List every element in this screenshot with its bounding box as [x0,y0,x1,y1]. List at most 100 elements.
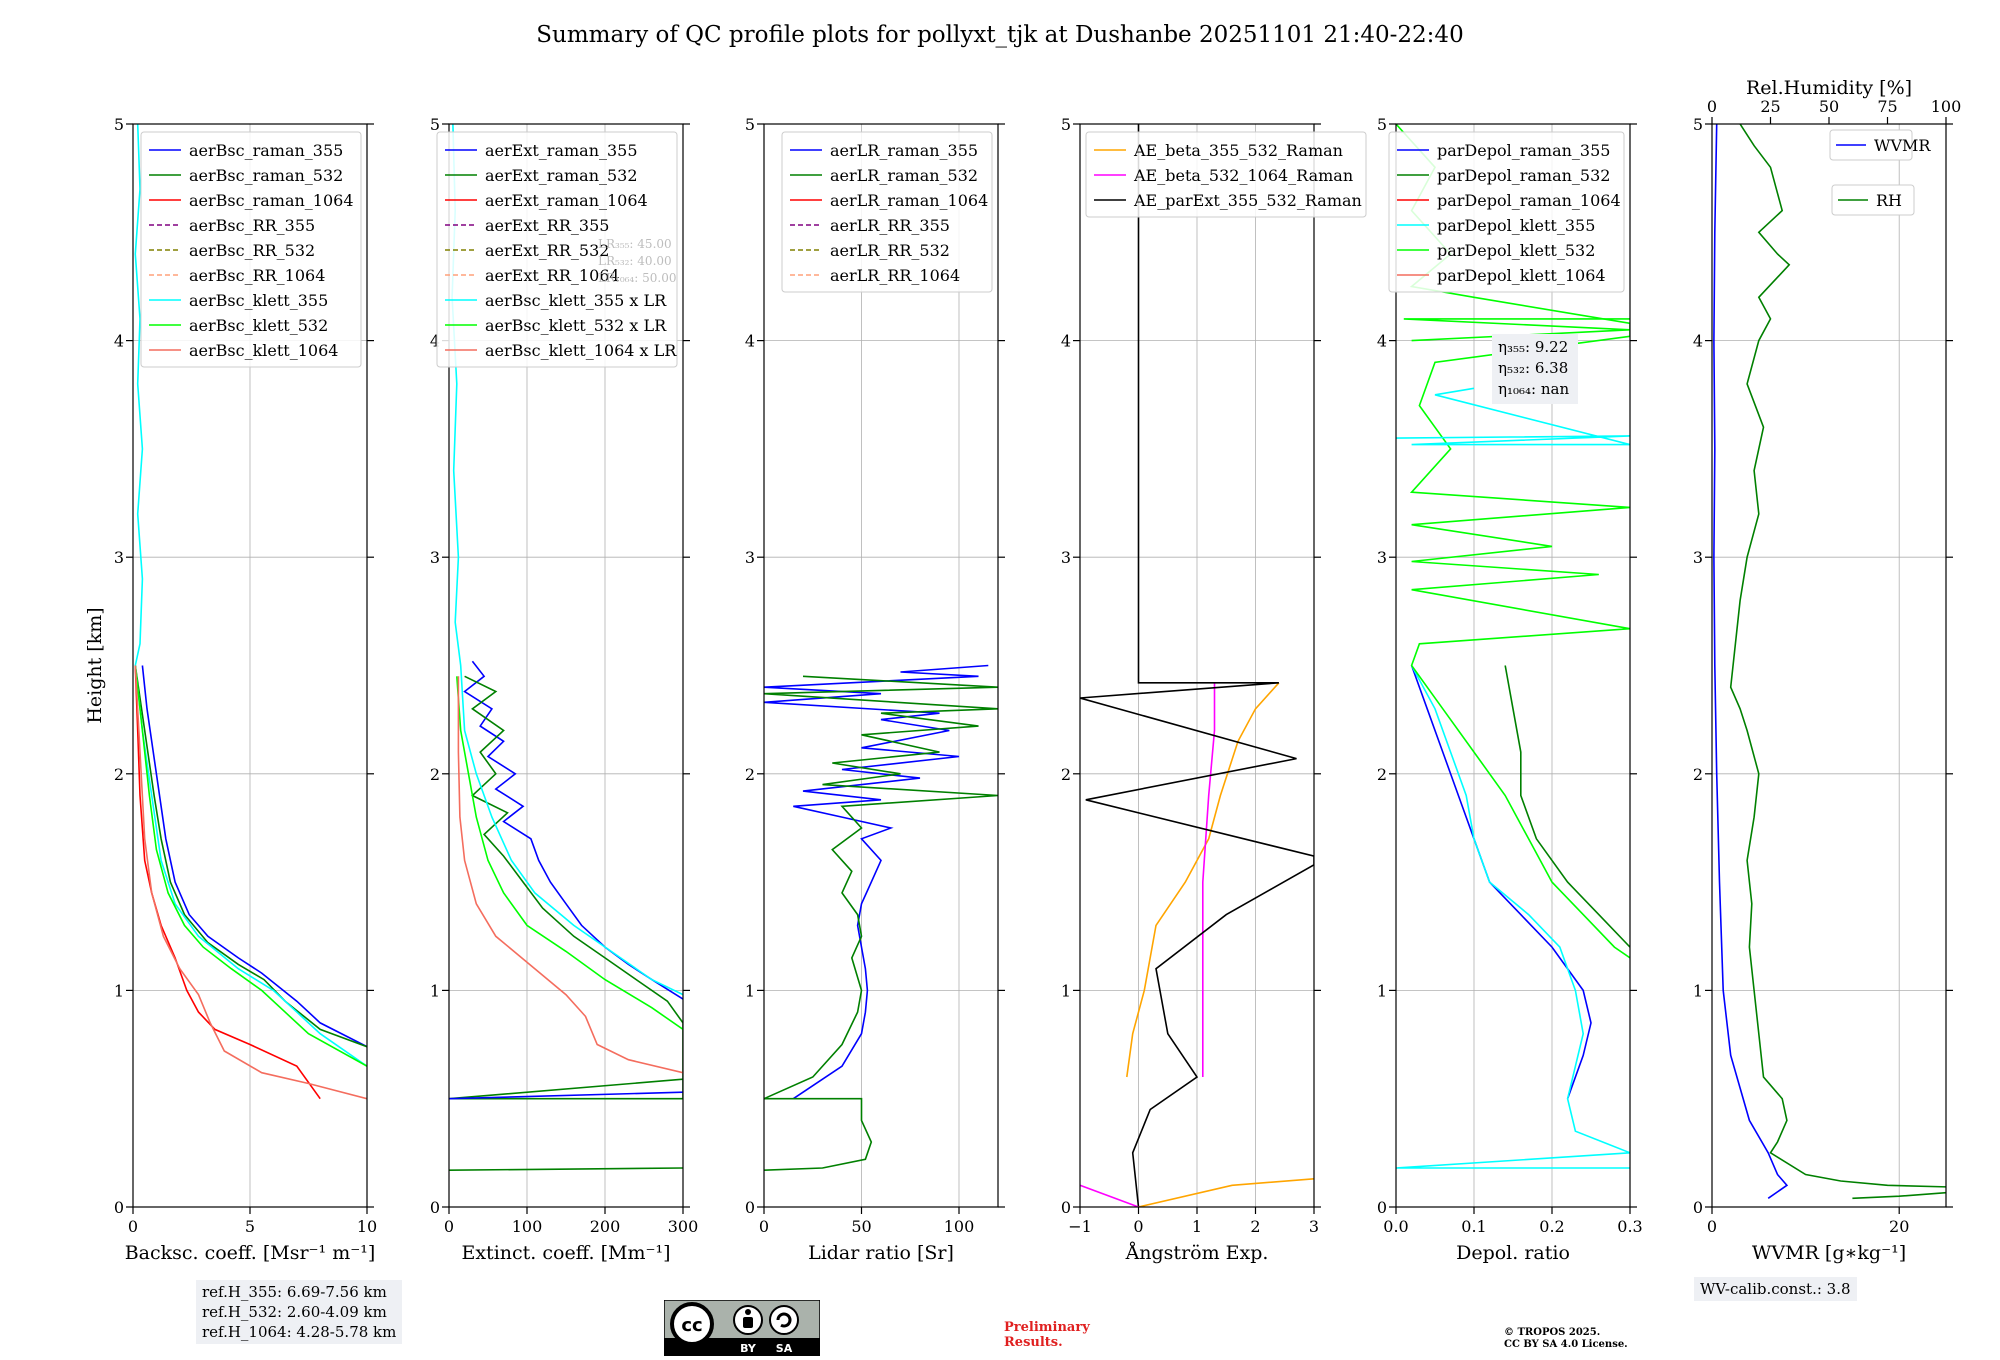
series-group [1080,124,1314,1207]
reference-height-box: ref.H_355: 6.69-7.56 km ref.H_532: 2.60-… [196,1280,403,1344]
y-tick-label: 4 [1061,332,1071,351]
series-line-aerbsc-raman-1064 [134,665,321,1100]
y-tick-label: 1 [1061,981,1071,1000]
eta-annotation: η₃₅₅: 9.22 [1498,338,1568,356]
x-tick-label: 0.2 [1539,1217,1564,1236]
axes-frame [763,123,999,1208]
y-tick-label: 5 [1693,115,1703,134]
y-tick-label: 0 [430,1198,440,1217]
y-tick-label: 2 [1061,765,1071,784]
legend-label: AE_parExt_355_532_Raman [1133,191,1362,210]
legend-box [1388,131,1625,293]
page-title: Summary of QC profile plots for pollyxt_… [536,22,1464,48]
x-tick-label: 1 [1192,1217,1202,1236]
legend-label: aerExt_RR_532 [485,241,609,260]
series-line-aerbsc-klett-532 [134,665,367,1067]
y-tick-label: 2 [430,765,440,784]
top-x-tick-label: 50 [1819,97,1839,116]
legend-label: aerLR_RR_355 [830,216,950,235]
legend-label: aerBsc_RR_1064 [189,266,325,285]
y-tick-label: 3 [114,548,124,567]
legend-label: aerLR_raman_355 [830,141,978,160]
x-tick-label: 0.3 [1617,1217,1642,1236]
series-line-ae-beta-532-1064-raman-low [1080,1184,1139,1207]
top-x-tick-label: 0 [1707,97,1717,116]
x-tick-label: 0 [1133,1217,1143,1236]
series-line-ae-beta-355-532-raman [1126,682,1280,1078]
legend: RH [1831,184,1915,216]
x-tick-label: 100 [944,1217,975,1236]
series-line-pardepol-klett-532 [1396,124,1630,959]
y-tick-label: 3 [1377,548,1387,567]
x-axis-label: WVMR [g∗kg⁻¹] [1752,1242,1906,1264]
legend: aerExt_raman_355 aerExt_raman_532 aerExt_r… [436,131,678,368]
y-tick-label: 5 [1061,115,1071,134]
y-tick-label: 3 [1693,548,1703,567]
legend-label: aerBsc_klett_355 x LR [485,291,667,310]
series-line-aerlr-raman-355 [764,664,989,1100]
by-person-head [745,1309,751,1315]
x-tick-label: 0 [444,1217,454,1236]
cc-badge-sa-text: SA [776,1342,793,1355]
lidar-ratio-annotation: LR₃₅₅: 45.00 [598,237,672,251]
cc-by-sa-badge: cc BY SA [664,1300,820,1356]
y-tick-label: 2 [1693,765,1703,784]
y-tick-label: 4 [430,332,440,351]
legend-label: aerBsc_RR_355 [189,216,315,235]
ref-height-355: ref.H_355: 6.69-7.56 km [202,1283,387,1301]
y-tick-label: 1 [1693,981,1703,1000]
top-x-tick-label: 75 [1877,97,1897,116]
lidar-ratio-annotation: LR₅₃₂: 40.00 [598,254,672,268]
copyright-note: © TROPOS 2025. CC BY SA 4.0 License. [1504,1327,1628,1351]
y-tick-label: 4 [1377,332,1387,351]
legend-label: RH [1876,191,1902,210]
legend-label: aerExt_raman_355 [485,141,638,160]
x-tick-label: 0.0 [1383,1217,1408,1236]
series-group [1713,124,1946,1200]
legend-label: aerBsc_raman_355 [189,141,343,160]
eta-annotation-box [1492,334,1578,404]
series-line-aerbsc-klett-1064-x-lr [457,676,683,1074]
legend-label: aerBsc_klett_532 x LR [485,316,667,335]
y-tick-label: 4 [1693,332,1703,351]
x-axis-label: Ångström Exp. [1125,1242,1269,1264]
cc-badge-cc-text: cc [681,1315,702,1336]
cc-badge-by-text: BY [740,1342,757,1355]
y-axis-label: Height [km] [84,607,106,723]
legend-box [781,131,993,293]
y-tick-label: 0 [114,1198,124,1217]
x-tick-label: 10 [357,1217,377,1236]
eta-annotation: η₅₃₂: 6.38 [1498,359,1568,377]
legend: WVMR [1829,129,1931,161]
legend-label: aerBsc_raman_532 [189,166,343,185]
series-line-rh [1729,124,1946,1200]
series-group [764,664,998,1171]
x-tick-label: 0.1 [1461,1217,1486,1236]
x-tick-label: 5 [245,1217,255,1236]
y-tick-label: 2 [745,765,755,784]
series-line-pardepol-klett-355 [1396,665,1630,1169]
legend-label: aerBsc_RR_532 [189,241,315,260]
x-axis-label: Backsc. coeff. [Msr⁻¹ m⁻¹] [125,1242,376,1264]
series-line-pardepol-raman-532 [1504,665,1630,948]
top-x-tick-label: 25 [1760,97,1780,116]
legend-label: aerBsc_klett_1064 [189,341,338,360]
legend-box [140,131,362,368]
copyright-line-2: CC BY SA 4.0 License. [1504,1339,1628,1350]
legend-label: aerLR_RR_532 [830,241,950,260]
y-tick-label: 1 [430,981,440,1000]
series-line-ae-beta-532-1064-raman [1202,682,1216,1077]
series-line-ae-beta-355-532-raman-low [1138,1178,1314,1207]
series-line-aerext-raman-355-lowbin [449,1091,683,1100]
series-line-aerext-raman-532-lowbin [449,1167,683,1171]
chart-panel-2: 0 1 2 3 4 5 0 100 200 300 Extinct. coeff. [Mm⁻¹] ae… [430,115,698,1264]
wv-calib-constant: WV-calib.const.: 3.8 [1700,1280,1851,1298]
legend-label: aerLR_raman_532 [830,166,978,185]
legend-label: parDepol_klett_1064 [1437,266,1606,285]
x-tick-label: 0 [128,1217,138,1236]
legend-label: AE_beta_355_532_Raman [1133,141,1343,160]
y-tick-label: 5 [745,115,755,134]
legend: aerLR_raman_355 aerLR_raman_532 aerLR_rama… [781,131,993,293]
